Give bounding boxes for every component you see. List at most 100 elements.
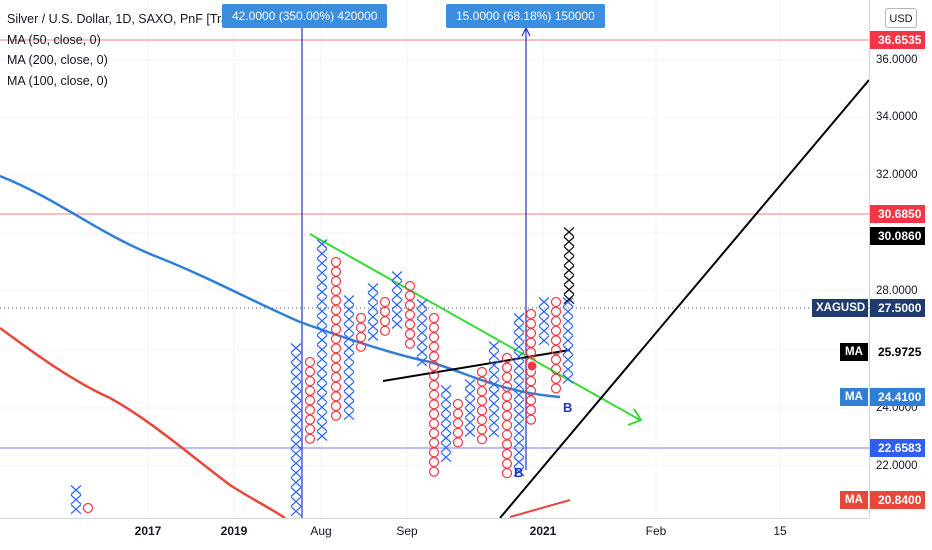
- pnf-x-box: [343, 343, 355, 353]
- pnf-o-box: [550, 383, 562, 394]
- pnf-x-box: [513, 466, 525, 477]
- pnf-x-box: [513, 418, 525, 429]
- pnf-x-box: [488, 369, 500, 380]
- pnf-x-box-current: [563, 246, 575, 257]
- pnf-x-box: [513, 389, 525, 400]
- pnf-x-box: [538, 297, 550, 307]
- measure-callout-right[interactable]: 15.0000 (68.18%) 150000: [446, 4, 605, 28]
- pnf-o-box: [452, 408, 464, 419]
- pnf-x-box: [316, 344, 328, 355]
- pnf-x-box: [513, 380, 525, 391]
- pnf-o-box: [82, 502, 94, 514]
- pnf-x-box: [316, 315, 328, 326]
- price-tick: 22.0000: [876, 460, 918, 472]
- legend-ma-200[interactable]: MA (200, close, 0): [7, 53, 108, 67]
- pnf-o-box: [428, 380, 440, 391]
- pnf-x-box: [440, 423, 452, 434]
- price-label-ma-black: 25.9725: [870, 343, 925, 361]
- pnf-o-box: [501, 448, 513, 460]
- pnf-x-box: [562, 335, 574, 346]
- pnf-x-box: [316, 248, 328, 259]
- measure-arrow-head: [521, 26, 531, 37]
- pnf-o-box: [330, 304, 342, 316]
- ma-line-blue: [0, 174, 561, 399]
- pnf-x-box: [416, 356, 428, 367]
- pnf-o-box: [428, 428, 440, 439]
- pnf-x-box: [70, 504, 82, 515]
- pnf-x-box: [391, 271, 403, 281]
- pnf-o-box: [330, 400, 342, 412]
- buy-signal-marker: B: [514, 465, 523, 480]
- pnf-x-box: [290, 506, 302, 517]
- pnf-o-box: [304, 395, 316, 406]
- pnf-o-box: [525, 347, 537, 358]
- pnf-o-box: [428, 332, 440, 343]
- chart-legend: Silver / U.S. Dollar, 1D, SAXO, PnF [Tra…: [7, 9, 309, 91]
- pnf-x-box: [316, 354, 328, 365]
- pnf-o-box: [379, 306, 391, 317]
- pnf-x-box: [416, 347, 428, 357]
- time-tick: Aug: [310, 524, 332, 538]
- price-axis[interactable]: [869, 0, 932, 518]
- pnf-o-box: [501, 439, 513, 450]
- pnf-x-box: [70, 485, 82, 495]
- pnf-o-box: [476, 405, 488, 416]
- pnf-x-box: [464, 398, 476, 409]
- price-tick: 28.0000: [876, 285, 918, 297]
- pnf-x-box: [416, 327, 428, 338]
- pnf-o-box: [550, 325, 562, 336]
- ma-tag-black: MA: [840, 343, 868, 361]
- pnf-x-box: [513, 370, 525, 381]
- pnf-x-box: [391, 290, 403, 301]
- pnf-o-box: [404, 328, 416, 340]
- pnf-x-box: [290, 371, 302, 382]
- pnf-x-box: [440, 452, 452, 463]
- pnf-o-box: [404, 309, 416, 320]
- pnf-o-box: [428, 408, 440, 420]
- time-tick: 2021: [529, 524, 557, 538]
- pnf-x-box: [513, 332, 525, 343]
- measure-callout-left[interactable]: 42.0000 (350.00%) 420000: [222, 4, 388, 28]
- legend-ma-100[interactable]: MA (100, close, 0): [7, 73, 108, 88]
- trend-line-green: [309, 233, 641, 421]
- pnf-o-box: [304, 366, 316, 377]
- pnf-x-box-current: [563, 275, 575, 285]
- pnf-o-box: [355, 322, 367, 333]
- pnf-o-box: [428, 399, 440, 410]
- pnf-o-box: [404, 290, 416, 301]
- pnf-x-box: [391, 280, 403, 291]
- pnf-o-box: [330, 362, 342, 373]
- pnf-o-box: [428, 447, 440, 458]
- pnf-o-box: [476, 366, 488, 378]
- ma-tag-blue: MA: [840, 388, 868, 406]
- pnf-x-box: [316, 392, 328, 403]
- pnf-o-box: [501, 400, 513, 412]
- pnf-x-box: [538, 316, 550, 327]
- pnf-o-box: [304, 433, 316, 444]
- pnf-o-box: [452, 418, 464, 429]
- pnf-o-box: [525, 308, 537, 320]
- pnf-x-box: [367, 292, 379, 303]
- pnf-x-box: [464, 379, 476, 389]
- pnf-x-box: [488, 427, 500, 438]
- currency-button[interactable]: USD: [885, 8, 917, 28]
- pnf-x-box: [316, 325, 328, 336]
- pnf-x-box: [562, 306, 574, 317]
- price-tick: 34.0000: [876, 111, 918, 123]
- pnf-x-box: [316, 267, 328, 278]
- pnf-x-box: [290, 477, 302, 488]
- legend-ma-50[interactable]: MA (50, close, 0): [7, 32, 101, 47]
- ma-tag-red: MA: [840, 491, 868, 509]
- pnf-x-box: [562, 364, 574, 375]
- pnf-x-box: [316, 402, 328, 413]
- pnf-x-box: [513, 457, 525, 467]
- pnf-x-box: [513, 428, 525, 439]
- pnf-x-box: [562, 316, 574, 327]
- pnf-o-box: [355, 312, 367, 324]
- pnf-x-box: [440, 442, 452, 453]
- pnf-o-box: [452, 427, 464, 438]
- pnf-x-box: [464, 388, 476, 399]
- pnf-o-box: [330, 372, 342, 383]
- pnf-o-box: [428, 437, 440, 448]
